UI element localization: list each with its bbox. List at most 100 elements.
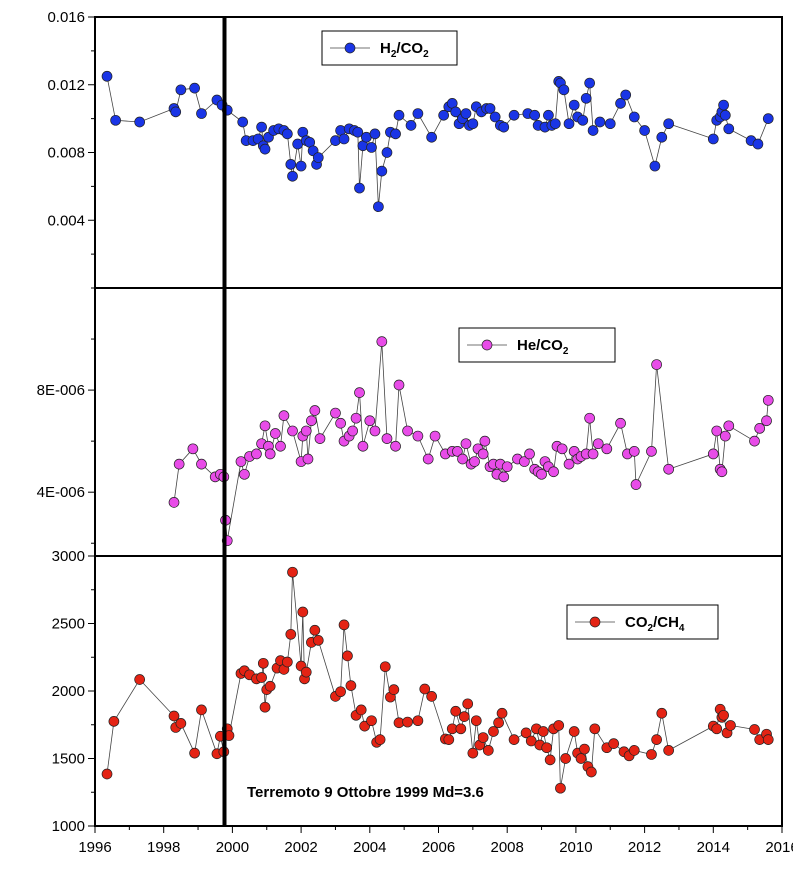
data-point-h2co2 — [175, 84, 187, 96]
data-point-heco2 — [601, 443, 613, 455]
legend-heco2: He/CO2 — [458, 327, 616, 363]
data-point-co2ch4 — [458, 711, 470, 723]
data-point-h2co2 — [508, 109, 520, 121]
data-point-h2co2 — [656, 131, 668, 143]
data-point-heco2 — [630, 479, 642, 490]
data-point-h2co2 — [426, 131, 437, 143]
y-tick-label: 1000 — [52, 818, 85, 835]
data-point-heco2 — [587, 448, 599, 460]
data-point-co2ch4 — [537, 726, 549, 737]
data-point-co2ch4 — [568, 726, 580, 737]
data-point-h2co2 — [558, 84, 570, 96]
panel-co2ch4: 1000 1500 2000 2500 3000 CO2/CH4 — [52, 548, 783, 835]
x-tick-label: 1996 — [78, 839, 111, 856]
data-point-heco2 — [302, 453, 314, 465]
data-point-co2ch4 — [575, 753, 587, 764]
data-point-co2ch4 — [168, 710, 180, 722]
data-point-h2co2 — [237, 116, 249, 128]
x-tick-label: 2016 — [765, 839, 793, 856]
data-point-heco2 — [460, 438, 472, 450]
data-point-heco2 — [563, 458, 575, 470]
data-point-co2ch4 — [589, 723, 601, 735]
data-point-h2co2 — [256, 121, 267, 133]
data-point-co2ch4 — [555, 782, 566, 794]
x-tick-label: 2010 — [559, 839, 592, 856]
y-tick-label: 0.012 — [47, 77, 85, 94]
data-point-co2ch4 — [488, 726, 499, 737]
data-point-heco2 — [335, 417, 346, 429]
data-point-h2co2 — [285, 159, 297, 170]
data-point-h2co2 — [489, 111, 501, 123]
data-point-h2co2 — [719, 109, 731, 121]
data-point-heco2 — [350, 412, 362, 424]
data-point-heco2 — [287, 425, 298, 437]
data-point-heco2 — [477, 448, 489, 460]
data-point-heco2 — [761, 415, 772, 427]
data-point-heco2 — [314, 433, 326, 444]
data-point-h2co2 — [718, 99, 729, 111]
data-point-heco2 — [422, 453, 434, 465]
data-point-h2co2 — [580, 92, 592, 104]
data-point-heco2 — [376, 336, 388, 347]
data-point-h2co2 — [620, 89, 632, 101]
data-point-h2co2 — [352, 126, 364, 138]
data-point-h2co2 — [170, 106, 182, 118]
legend-marker — [481, 339, 493, 351]
y-tick-label: 0.004 — [47, 212, 85, 229]
data-point-h2co2 — [134, 116, 146, 128]
data-point-h2co2 — [282, 128, 293, 140]
data-point-h2co2 — [587, 125, 599, 136]
data-point-co2ch4 — [412, 715, 424, 727]
data-point-co2ch4 — [749, 724, 760, 735]
data-point-h2co2 — [259, 143, 271, 155]
data-point-heco2 — [393, 379, 405, 391]
data-point-h2co2 — [649, 160, 661, 172]
data-point-co2ch4 — [309, 624, 321, 636]
data-point-co2ch4 — [374, 734, 386, 745]
data-point-co2ch4 — [586, 766, 597, 778]
data-point-h2co2 — [366, 142, 377, 153]
data-point-co2ch4 — [300, 666, 312, 678]
data-point-co2ch4 — [477, 732, 489, 743]
data-point-heco2 — [306, 415, 317, 427]
data-point-h2co2 — [594, 116, 606, 128]
data-point-h2co2 — [110, 114, 121, 126]
legend-h2co2: H2/CO2 — [321, 30, 458, 66]
data-point-heco2 — [628, 446, 640, 457]
legend-label: CO2/CH4 — [625, 614, 685, 634]
data-point-co2ch4 — [101, 768, 113, 780]
data-point-h2co2 — [390, 128, 401, 140]
data-point-co2ch4 — [108, 716, 120, 727]
data-point-h2co2 — [498, 121, 510, 133]
data-point-h2co2 — [369, 128, 381, 140]
data-point-heco2 — [196, 458, 207, 470]
data-point-h2co2 — [393, 109, 405, 121]
data-point-h2co2 — [723, 123, 735, 135]
data-point-heco2 — [309, 405, 321, 416]
data-point-heco2 — [663, 463, 674, 475]
data-point-h2co2 — [639, 125, 650, 136]
data-point-heco2 — [469, 456, 480, 467]
data-point-heco2 — [381, 433, 393, 444]
y-tick-label: 1500 — [52, 751, 85, 768]
data-point-co2ch4 — [496, 707, 508, 719]
panel-heco2: 4E-006 8E-006 He/CO2 — [37, 287, 783, 557]
data-point-heco2 — [548, 466, 559, 478]
data-point-co2ch4 — [285, 628, 297, 640]
data-point-heco2 — [501, 461, 513, 473]
data-point-co2ch4 — [467, 747, 479, 759]
data-point-co2ch4 — [388, 684, 400, 696]
data-point-heco2 — [536, 468, 547, 480]
data-point-h2co2 — [484, 103, 496, 114]
data-point-h2co2 — [381, 147, 393, 158]
data-point-co2ch4 — [355, 704, 367, 716]
data-point-heco2 — [519, 456, 530, 467]
data-point-co2ch4 — [259, 701, 271, 713]
data-point-co2ch4 — [342, 650, 353, 662]
x-tick-label: 2004 — [353, 839, 386, 856]
data-point-co2ch4 — [257, 657, 269, 669]
data-point-h2co2 — [615, 98, 626, 109]
data-point-heco2 — [651, 359, 662, 370]
data-point-heco2 — [592, 438, 604, 450]
data-point-heco2 — [716, 466, 728, 478]
